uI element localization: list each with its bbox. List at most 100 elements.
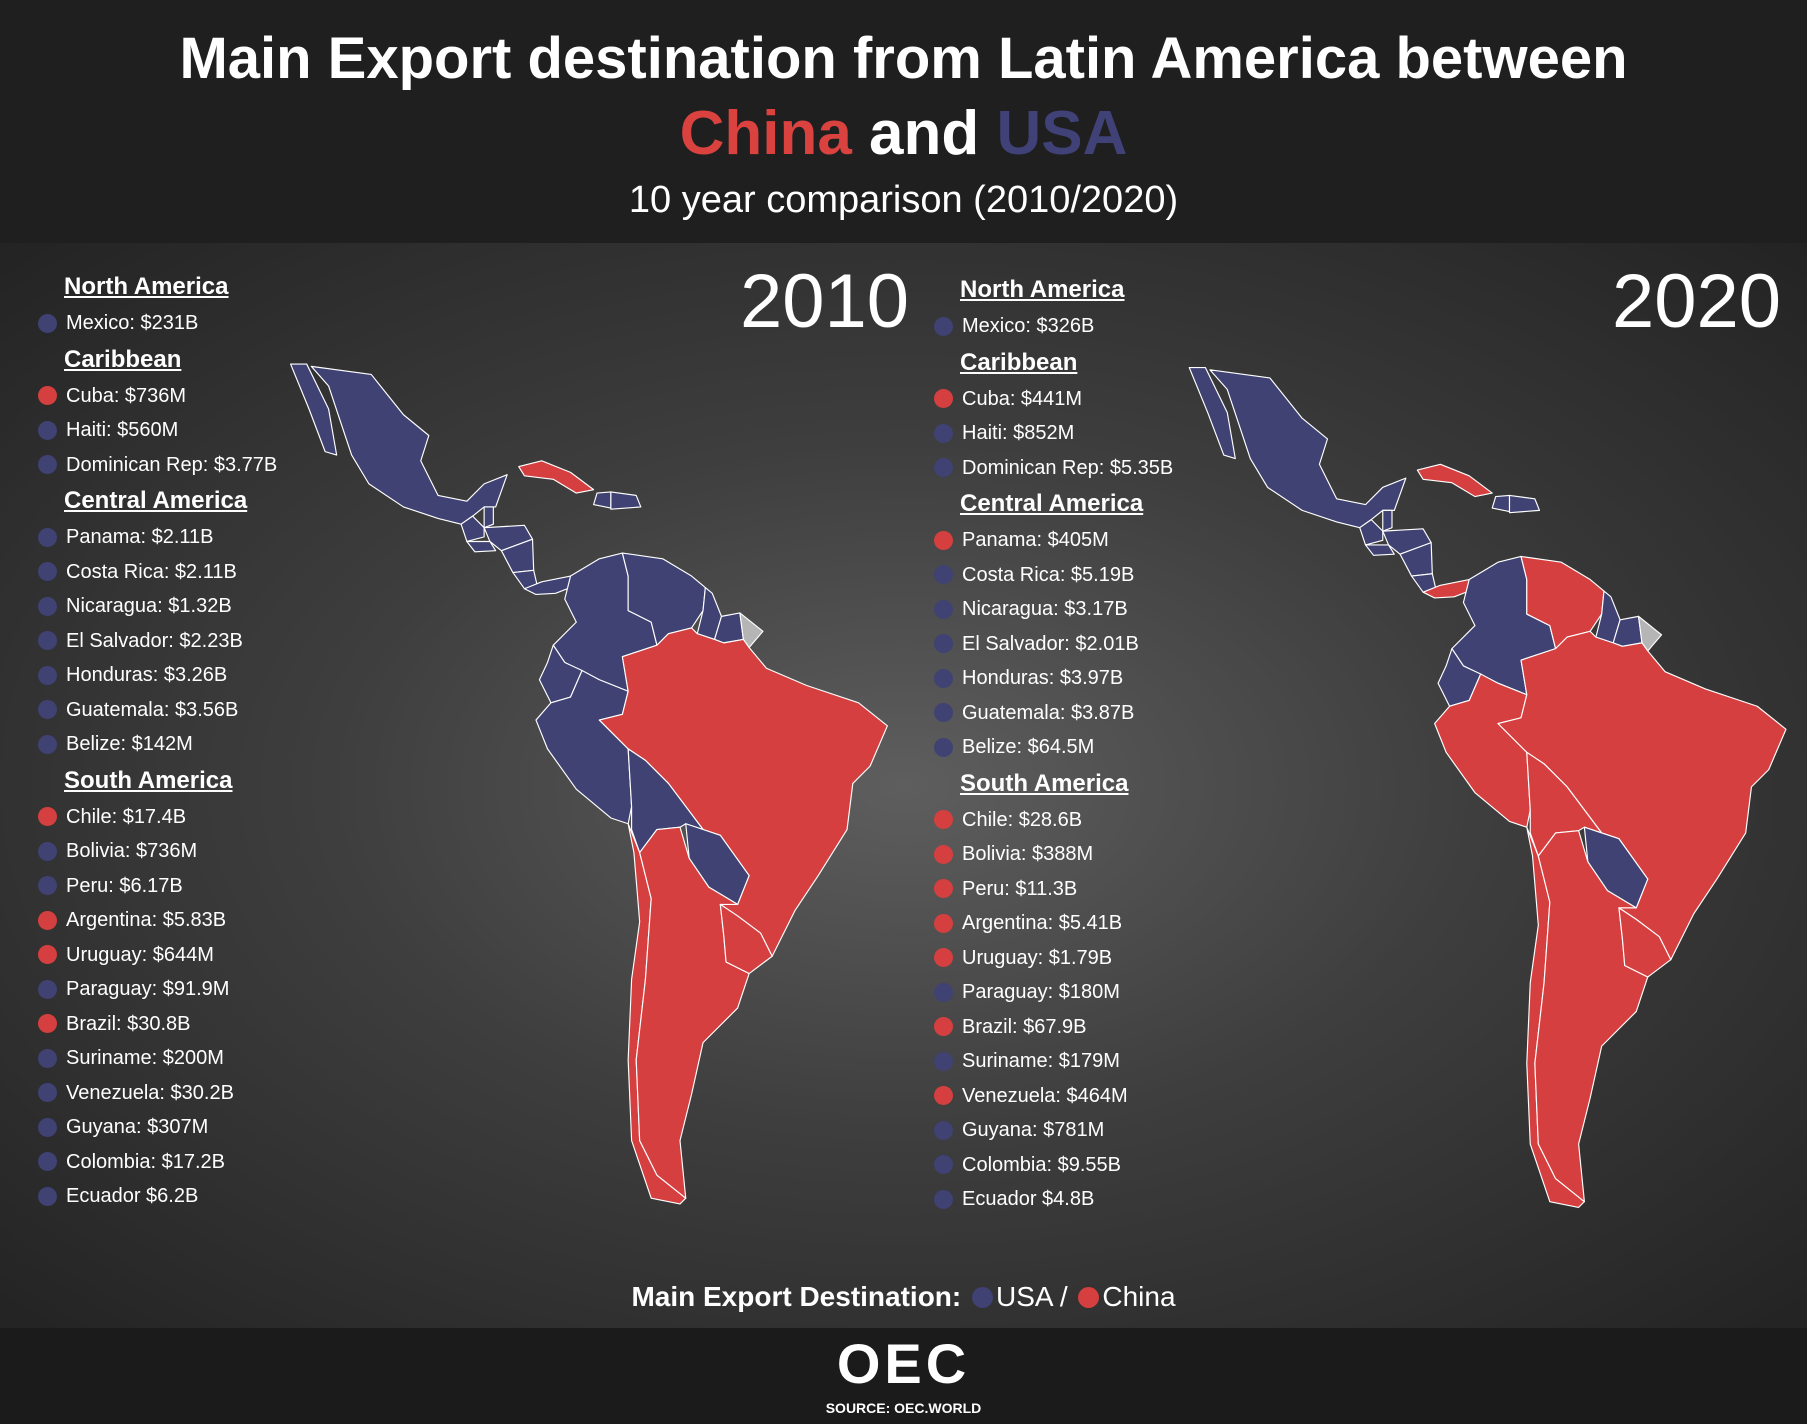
legend-usa: USA xyxy=(996,1281,1053,1312)
destination-dot xyxy=(934,316,953,336)
country-label: Haiti: $560M xyxy=(66,419,179,441)
destination-dot xyxy=(38,596,57,616)
destination-dot xyxy=(38,1186,57,1206)
country-label: Panama: $405M xyxy=(962,529,1109,551)
country-label: Suriname: $200M xyxy=(66,1047,224,1069)
title-and: and xyxy=(851,99,997,168)
legend-sep: / xyxy=(1052,1281,1076,1312)
country-label: Costa Rica: $5.19B xyxy=(962,563,1135,586)
country-item-elsalvador: El Salvador: $2.01B xyxy=(934,627,1234,662)
region-heading: North America xyxy=(960,276,1125,303)
country-item-haiti: Haiti: $852M xyxy=(934,416,1234,451)
destination-dot xyxy=(38,313,57,333)
destination-dot xyxy=(934,389,953,409)
country-label: Bolivia: $736M xyxy=(66,840,198,862)
country-item-costarica: Costa Rica: $5.19B xyxy=(934,558,1234,593)
country-shape-cuba xyxy=(1416,463,1493,498)
country-shape-haiti xyxy=(1491,494,1511,513)
legend-china-dot xyxy=(1078,1287,1100,1308)
country-shape-elsalvador xyxy=(466,540,497,553)
country-item-cuba: Cuba: $441M xyxy=(934,382,1234,417)
header: Main Export destination from Latin Ameri… xyxy=(0,0,1807,243)
country-shape-guatemala xyxy=(1359,519,1384,546)
destination-dot xyxy=(38,1152,57,1172)
country-label: Cuba: $441M xyxy=(962,387,1083,410)
country-shape-uruguay xyxy=(719,903,773,975)
country-item-dominican: Dominican Rep: $3.77B xyxy=(38,448,338,483)
country-label: Argentina: $5.83B xyxy=(66,909,227,931)
country-label: Bolivia: $388M xyxy=(962,843,1094,865)
country-label: Guyana: $307M xyxy=(66,1116,209,1138)
country-label: Guatemala: $3.56B xyxy=(66,698,239,721)
region-heading: Central America xyxy=(960,490,1144,517)
country-label: Honduras: $3.26B xyxy=(66,664,228,686)
country-label: Brazil: $30.8B xyxy=(66,1012,191,1035)
country-list-2010: North America Mexico: $231B Caribbean Cuba:… xyxy=(38,268,338,1214)
country-item-panama: Panama: $405M xyxy=(934,523,1234,558)
country-item-nicaragua: Nicaragua: $3.17B xyxy=(934,592,1234,627)
region-heading: South America xyxy=(960,769,1129,797)
destination-dot xyxy=(934,668,953,688)
country-label: El Salvador: $2.01B xyxy=(962,632,1139,655)
destination-dot xyxy=(934,565,953,585)
destination-dot xyxy=(934,634,953,654)
destination-dot xyxy=(934,844,953,864)
country-item-brazil: Brazil: $67.9B xyxy=(934,1010,1234,1045)
destination-dot xyxy=(38,876,57,896)
country-list-2020: North America Mexico: $326B Caribbean Cuba:… xyxy=(934,271,1234,1217)
country-item-peru: Peru: $11.3B xyxy=(934,872,1234,907)
region-heading: North America xyxy=(64,273,229,300)
country-label: Dominican Rep: $3.77B xyxy=(66,453,278,476)
country-label: Suriname: $179M xyxy=(962,1050,1120,1072)
country-label: Mexico: $326B xyxy=(962,315,1095,337)
destination-dot xyxy=(38,1048,57,1068)
destination-dot xyxy=(38,386,57,406)
country-item-bolivia: Bolivia: $736M xyxy=(38,834,338,869)
subtitle: 10 year comparison (2010/2020) xyxy=(628,179,1179,221)
country-label: Uruguay: $644M xyxy=(66,943,214,966)
country-item-chile: Chile: $17.4B xyxy=(38,800,338,835)
destination-dot xyxy=(934,1051,953,1071)
destination-dot xyxy=(934,948,953,968)
country-label: Cuba: $736M xyxy=(66,384,187,407)
country-item-costarica: Costa Rica: $2.11B xyxy=(38,555,338,590)
oec-logo: OEC xyxy=(836,1332,971,1395)
map-2020 xyxy=(1188,366,1787,1208)
region-heading: Caribbean xyxy=(64,345,182,373)
country-label: Mexico: $231B xyxy=(66,312,199,334)
source-text: SOURCE: OEC.WORLD xyxy=(825,1400,982,1416)
country-item-uruguay: Uruguay: $1.79B xyxy=(934,941,1234,976)
destination-dot xyxy=(934,1017,953,1037)
country-item-mexico: Mexico: $326B xyxy=(934,309,1234,344)
destination-dot xyxy=(38,979,57,999)
country-shape-baja xyxy=(1188,366,1236,460)
country-item-argentina: Argentina: $5.83B xyxy=(38,903,338,938)
country-shape-guatemala xyxy=(460,515,485,543)
destination-dot xyxy=(934,1155,953,1175)
destination-dot xyxy=(934,810,953,830)
country-item-suriname: Suriname: $179M xyxy=(934,1044,1234,1079)
country-item-uruguay: Uruguay: $644M xyxy=(38,938,338,973)
country-item-suriname: Suriname: $200M xyxy=(38,1041,338,1076)
destination-dot xyxy=(38,841,57,861)
destination-dot xyxy=(38,527,57,547)
country-shape-belize xyxy=(483,506,494,529)
country-shape-haiti xyxy=(593,491,612,509)
country-label: Dominican Rep: $5.35B xyxy=(962,456,1174,479)
destination-dot xyxy=(934,703,953,723)
country-label: Peru: $11.3B xyxy=(962,877,1078,900)
destination-dot xyxy=(934,1086,953,1106)
footer: OEC SOURCE: OEC.WORLD xyxy=(0,1328,1807,1424)
country-label: Argentina: $5.41B xyxy=(962,912,1123,934)
country-label: Haiti: $852M xyxy=(962,422,1075,444)
country-item-guyana: Guyana: $307M xyxy=(38,1110,338,1145)
map-2010 xyxy=(290,363,888,1205)
country-label: Paraguay: $91.9M xyxy=(66,978,230,1000)
country-label: Chile: $28.6B xyxy=(962,808,1083,831)
destination-dot xyxy=(38,1117,57,1137)
country-label: Ecuador $6.2B xyxy=(66,1185,199,1207)
country-shape-belize xyxy=(1382,509,1393,532)
destination-dot xyxy=(38,945,57,965)
country-label: Costa Rica: $2.11B xyxy=(66,560,237,583)
